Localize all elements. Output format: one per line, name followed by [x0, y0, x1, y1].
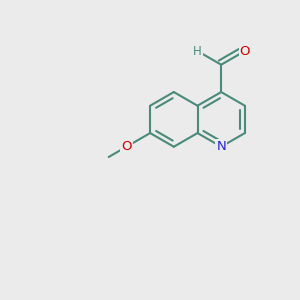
Text: O: O [240, 44, 250, 58]
Text: N: N [216, 140, 226, 153]
Text: O: O [121, 140, 132, 153]
Text: H: H [193, 44, 202, 58]
